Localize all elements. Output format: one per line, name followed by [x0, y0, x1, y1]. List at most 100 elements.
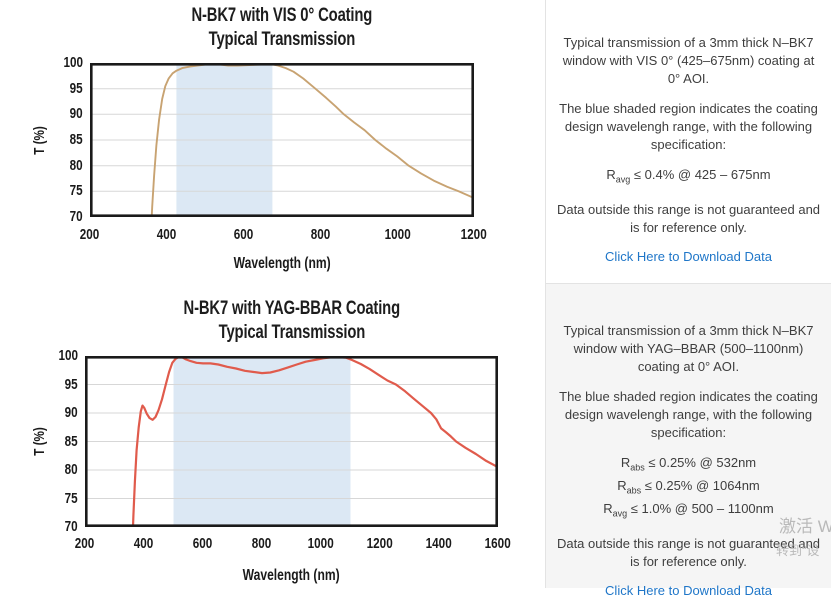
windows-activation-watermark-line1: 激活 W: [779, 517, 831, 536]
x-tick-value: 600: [193, 535, 213, 552]
y-axis-label: T (%): [17, 126, 61, 155]
chart-plot-area: [90, 63, 474, 217]
y-tick-value: 85: [64, 432, 78, 450]
spec-value: ≤ 0.4% @ 425 – 675nm: [630, 166, 771, 182]
x-tick-label: 1600: [466, 535, 530, 552]
y-tick-label: 70: [38, 518, 78, 535]
spec-line: Rabs ≤ 0.25% @ 532nm: [556, 454, 821, 477]
y-tick-value: 90: [64, 404, 78, 421]
spec-list: Ravg ≤ 0.4% @ 425 – 675nm: [556, 166, 821, 189]
x-tick-value: 400: [157, 226, 177, 243]
y-tick-label: 85: [43, 131, 83, 148]
x-tick-value: 400: [134, 535, 154, 552]
x-axis-label: Wavelength (nm): [85, 567, 498, 585]
y-tick-value: 95: [64, 375, 78, 393]
x-tick-label: 400: [135, 226, 199, 243]
y-tick-label: 95: [38, 376, 78, 393]
x-tick-label: 600: [171, 535, 235, 552]
description-text: The blue shaded region indicates the coa…: [559, 388, 818, 440]
table-border-middle: [545, 0, 546, 588]
x-tick-value: 200: [75, 535, 95, 552]
x-tick-value: 600: [233, 226, 254, 243]
description-panel-vis: Typical transmission of a 3mm thick N–BK…: [546, 0, 831, 283]
y-axis-label: T (%): [17, 427, 61, 456]
spec-line: Rabs ≤ 0.25% @ 1064nm: [556, 477, 821, 500]
spec-line: Ravg ≤ 1.0% @ 500 – 1100nm: [556, 500, 821, 523]
chart-vis-coating: N-BK7 with VIS 0° Coating Typical Transm…: [9, 0, 545, 283]
x-tick-value: 1000: [307, 535, 335, 552]
x-tick-value: 1200: [366, 535, 394, 552]
y-tick-value: 100: [63, 54, 83, 71]
x-tick-label: 400: [112, 535, 176, 552]
chart-title-line1: N-BK7 with VIS 0° Coating: [191, 5, 373, 26]
x-tick-label: 1000: [365, 226, 429, 243]
x-tick-value: 200: [80, 226, 100, 243]
description-text: The blue shaded region indicates the coa…: [559, 100, 818, 152]
y-tick-value: 90: [69, 105, 83, 123]
disclaimer-text: Data outside this range is not guarantee…: [556, 201, 821, 235]
spec-symbol-subscript: avg: [612, 508, 628, 519]
spec-symbol: R: [606, 166, 616, 182]
x-tick-label: 1200: [442, 226, 506, 243]
x-tick-value: 1200: [460, 226, 488, 243]
y-tick-value: 70: [69, 208, 83, 225]
x-axis-label-text: Wavelength (nm): [243, 567, 340, 584]
chart-yag-bbar-coating: N-BK7 with YAG-BBAR Coating Typical Tran…: [9, 283, 545, 588]
chart-plot-area: [85, 356, 498, 527]
spec-value: ≤ 0.25% @ 532nm: [644, 454, 757, 470]
y-tick-label: 90: [43, 105, 83, 122]
x-tick-label: 200: [58, 226, 122, 243]
transmission-curve: [131, 356, 498, 527]
spec-symbol-subscript: abs: [626, 485, 642, 496]
disclaimer-text: Data outside this range is not guarantee…: [556, 535, 821, 569]
chart-title: N-BK7 with YAG-BBAR Coating Typical Tran…: [85, 297, 498, 345]
spec-symbol: R: [617, 477, 627, 493]
y-axis-label-text: T (%): [30, 427, 48, 456]
x-tick-value: 800: [310, 226, 331, 243]
plot-border: [85, 356, 498, 527]
y-tick-label: 75: [38, 490, 78, 507]
chart-title: N-BK7 with VIS 0° Coating Typical Transm…: [90, 4, 474, 52]
download-data-link[interactable]: Click Here to Download Data: [605, 248, 772, 264]
chart-title-line1: N-BK7 with YAG-BBAR Coating: [183, 298, 400, 319]
y-tick-value: 100: [58, 347, 78, 364]
x-tick-value: 1600: [484, 535, 512, 552]
y-tick-value: 75: [69, 182, 83, 200]
spec-list: Rabs ≤ 0.25% @ 532nm Rabs ≤ 0.25% @ 1064n…: [556, 454, 821, 523]
x-tick-label: 1400: [407, 535, 471, 552]
plot-border: [90, 63, 474, 217]
y-tick-label: 80: [43, 157, 83, 174]
y-tick-label: 75: [43, 182, 83, 199]
description-panel-yag-bbar: Typical transmission of a 3mm thick N–BK…: [546, 284, 831, 598]
x-tick-label: 800: [288, 226, 352, 243]
y-tick-value: 80: [69, 156, 83, 174]
spec-symbol: R: [603, 500, 613, 516]
spec-symbol: R: [620, 454, 631, 470]
x-tick-label: 200: [53, 535, 117, 552]
description-text: Typical transmission of a 3mm thick N–BK…: [562, 35, 815, 86]
y-tick-label: 100: [38, 347, 78, 364]
y-tick-label: 85: [38, 433, 78, 450]
y-tick-label: 100: [43, 54, 83, 71]
windows-activation-watermark-line2: 转到“设: [776, 543, 820, 558]
y-tick-value: 80: [64, 461, 78, 478]
x-tick-label: 600: [212, 226, 276, 243]
spec-symbol-subscript: avg: [615, 174, 631, 185]
y-tick-label: 70: [43, 208, 83, 225]
y-tick-label: 90: [38, 404, 78, 421]
download-data-link[interactable]: Click Here to Download Data: [605, 582, 772, 598]
y-tick-value: 95: [69, 79, 83, 97]
x-tick-value: 1400: [425, 535, 453, 552]
x-tick-value: 1000: [384, 226, 411, 243]
y-tick-label: 95: [43, 80, 83, 97]
chart-title-line2: Typical Transmission: [208, 29, 356, 50]
x-axis-label: Wavelength (nm): [90, 255, 474, 273]
chart-title-line2: Typical Transmission: [218, 322, 365, 343]
x-tick-value: 800: [252, 535, 272, 552]
y-tick-label: 80: [38, 461, 78, 478]
y-tick-value: 75: [64, 489, 78, 507]
x-tick-label: 1000: [289, 535, 353, 552]
x-tick-label: 1200: [348, 535, 412, 552]
spec-line: Ravg ≤ 0.4% @ 425 – 675nm: [556, 166, 821, 189]
